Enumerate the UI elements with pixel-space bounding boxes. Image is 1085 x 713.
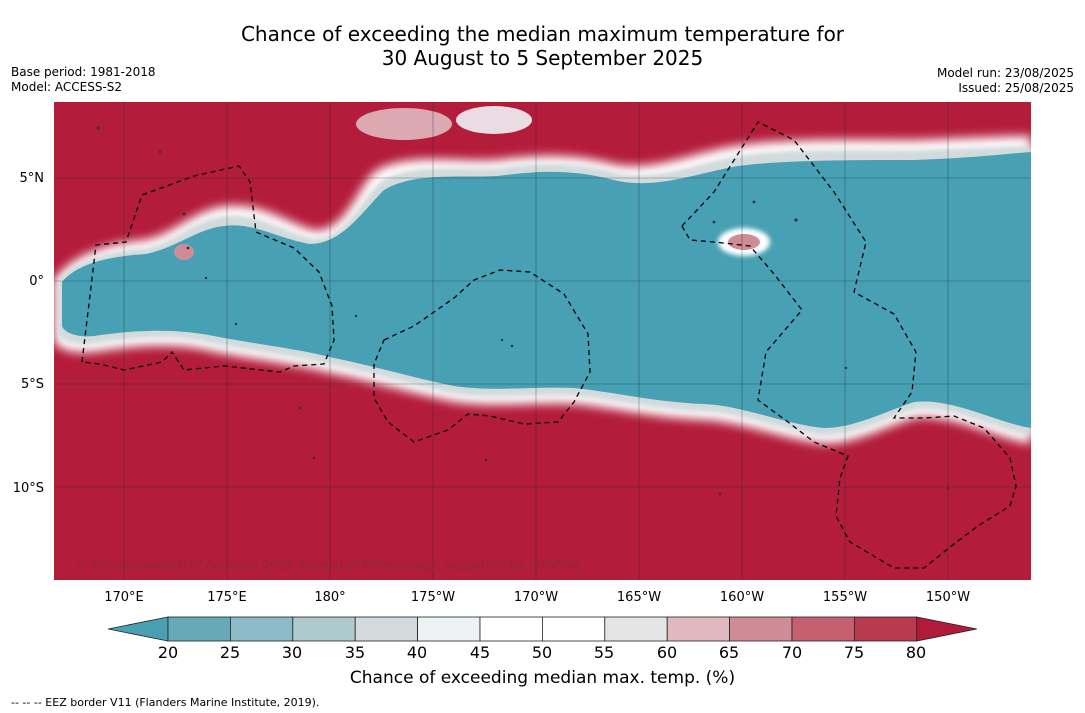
lon-label-150w: 150°W	[925, 590, 971, 605]
chart-title-line2: 30 August to 5 September 2025	[381, 46, 704, 70]
lat-label-5s: 5°S	[20, 377, 44, 392]
colorbar-tick: 25	[219, 643, 241, 662]
lon-label-165w: 165°W	[616, 590, 662, 605]
colorbar-tick: 20	[157, 643, 179, 662]
colorbar-tick: 80	[905, 643, 927, 662]
colorbar-tick: 30	[281, 643, 303, 662]
colorbar-segment	[729, 616, 793, 642]
colorbar-segment	[167, 616, 231, 642]
graticule	[54, 102, 1031, 580]
lon-label-170w: 170°W	[513, 590, 559, 605]
colorbar-arrow-high	[916, 616, 977, 642]
lon-label-175e: 175°E	[207, 590, 247, 605]
colorbar-segment	[292, 616, 356, 642]
colorbar-tick: 40	[406, 643, 428, 662]
colorbar-segment	[354, 616, 418, 642]
colorbar-tick: 45	[469, 643, 491, 662]
colorbar-segment	[604, 616, 668, 642]
island-dots	[96, 126, 950, 496]
lon-label-160w: 160°W	[719, 590, 765, 605]
colorbar-tick: 65	[718, 643, 740, 662]
model-run: Model run: 23/08/2025	[936, 66, 1074, 80]
colorbar-tick: 35	[344, 643, 366, 662]
meta-right: Model run: 23/08/2025 Issued: 25/08/2025	[937, 66, 1074, 96]
colorbar-segment	[854, 616, 918, 642]
issued-date: Issued: 25/08/2025	[958, 81, 1074, 95]
colorbar-arrow-low	[108, 616, 169, 642]
colorbar-segment	[479, 616, 543, 642]
lat-label-5n: 5°N	[19, 171, 45, 186]
lon-label-175w: 175°W	[410, 590, 456, 605]
colorbar	[108, 616, 977, 642]
above-median-pocket-core	[728, 234, 760, 250]
colorbar-segment	[541, 616, 606, 642]
meta-left: Base period: 1981-2018 Model: ACCESS-S2	[11, 65, 156, 95]
colorbar-segment	[230, 616, 294, 642]
colorbar-segment	[666, 616, 731, 642]
lon-label-170e: 170°E	[104, 590, 144, 605]
base-period: Base period: 1981-2018	[11, 65, 156, 79]
colorbar-segment	[791, 616, 855, 642]
eez-footnote: -- -- -- EEZ border V11 (Flanders Marine…	[11, 696, 320, 709]
lon-label-180: 180°	[314, 590, 346, 605]
lon-label-155w: 155°W	[822, 590, 868, 605]
colorbar-tick: 75	[843, 643, 865, 662]
below-median-zone	[62, 152, 1031, 428]
model-name: Model: ACCESS-S2	[11, 80, 123, 94]
forecast-map: © Commonwealth of Australia 2025, Bureau…	[54, 102, 1031, 580]
colorbar-title: Chance of exceeding median max. temp. (%…	[349, 668, 736, 688]
colorbar-tick: 50	[531, 643, 553, 662]
lat-label-10s: 10°S	[12, 481, 44, 496]
island-pink-patch	[174, 244, 194, 260]
north-white-patch	[456, 106, 532, 134]
chart-title-line1: Chance of exceeding the median maximum t…	[240, 22, 845, 46]
map-svg	[54, 102, 1031, 580]
eez-borders	[81, 121, 1017, 569]
lat-label-0: 0°	[29, 274, 44, 289]
colorbar-tick: 60	[656, 643, 678, 662]
copyright-notice: © Commonwealth of Australia 2025, Bureau…	[76, 558, 582, 572]
colorbar-tick: 70	[781, 643, 803, 662]
colorbar-tick: 55	[593, 643, 615, 662]
colorbar-segment	[417, 616, 481, 642]
north-pink-patch	[356, 108, 452, 140]
